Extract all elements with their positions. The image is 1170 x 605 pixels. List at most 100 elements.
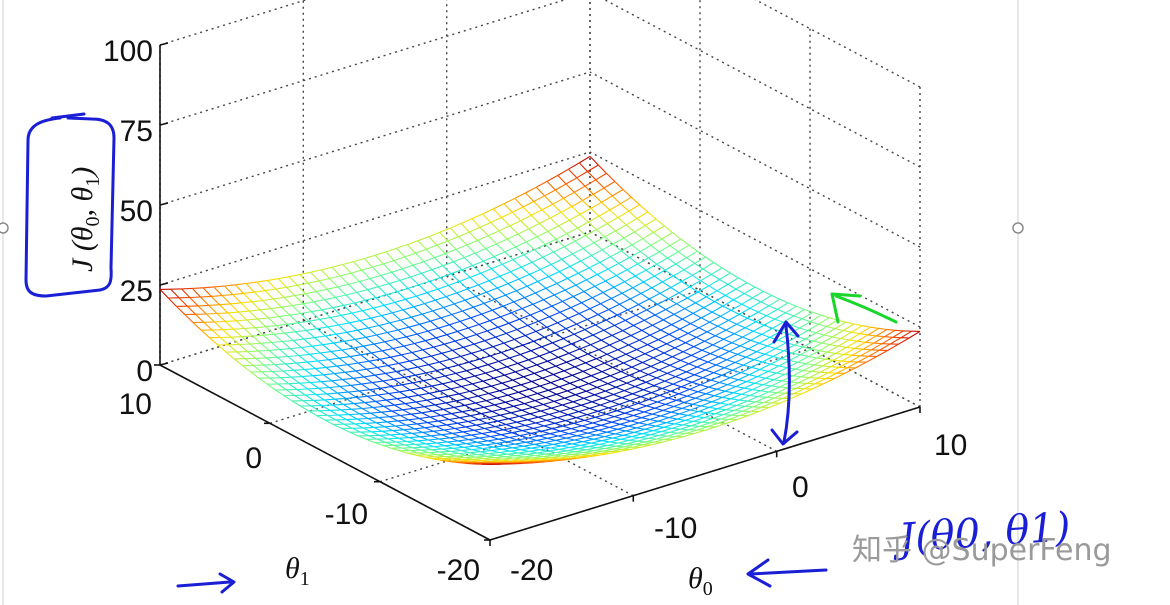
mesh-line bbox=[666, 343, 676, 349]
resize-handle-left[interactable] bbox=[0, 222, 9, 234]
mesh-line bbox=[416, 330, 428, 335]
mesh-line bbox=[639, 334, 651, 341]
mesh-line bbox=[603, 416, 615, 421]
mesh-line bbox=[554, 332, 564, 340]
mesh-line bbox=[386, 332, 396, 340]
mesh-line bbox=[860, 349, 872, 357]
mesh-line bbox=[731, 342, 741, 347]
mesh-line bbox=[697, 285, 710, 293]
mesh-line bbox=[377, 392, 389, 396]
mesh-line bbox=[393, 376, 405, 380]
mesh-line bbox=[750, 339, 760, 344]
mesh-line bbox=[358, 281, 368, 291]
mesh-line bbox=[355, 370, 365, 378]
mesh-line bbox=[628, 210, 638, 219]
mesh-line bbox=[530, 346, 542, 352]
mesh-line bbox=[360, 354, 370, 362]
mesh-line bbox=[256, 279, 268, 283]
mesh-line bbox=[449, 358, 459, 366]
mesh-line bbox=[579, 348, 589, 355]
mesh-line bbox=[444, 253, 454, 263]
mesh-line bbox=[396, 368, 408, 373]
mesh-line bbox=[532, 406, 542, 412]
mesh-line bbox=[711, 273, 720, 280]
mesh-line bbox=[753, 359, 763, 363]
mesh-line bbox=[410, 272, 422, 278]
mesh-line bbox=[507, 394, 517, 400]
mesh-line bbox=[692, 399, 704, 405]
mesh-line bbox=[227, 312, 237, 322]
mesh-line bbox=[654, 309, 667, 316]
mesh-line bbox=[895, 329, 904, 332]
mesh-line bbox=[477, 235, 489, 242]
mesh-line bbox=[361, 383, 371, 391]
mesh-line bbox=[776, 372, 785, 376]
mesh-line bbox=[745, 356, 755, 361]
mesh-line bbox=[592, 292, 604, 299]
mesh-line bbox=[461, 386, 471, 392]
mesh-line bbox=[303, 338, 313, 347]
mesh-line bbox=[689, 286, 699, 293]
mesh-line bbox=[603, 419, 612, 423]
mesh-line bbox=[486, 422, 496, 428]
mesh-line bbox=[258, 349, 270, 352]
mesh-line bbox=[236, 351, 246, 360]
mesh-line bbox=[659, 292, 669, 300]
mesh-line bbox=[543, 299, 553, 307]
mesh-line bbox=[660, 324, 672, 331]
mesh-line bbox=[295, 329, 307, 333]
mesh-line bbox=[721, 267, 731, 274]
mesh-line bbox=[494, 404, 504, 410]
mesh-line bbox=[584, 179, 597, 187]
gridline bbox=[269, 289, 701, 424]
mesh-line bbox=[445, 400, 457, 404]
mesh-line bbox=[544, 244, 554, 253]
mesh-line bbox=[324, 299, 334, 309]
mesh-line bbox=[490, 222, 500, 232]
mesh-line bbox=[542, 251, 554, 258]
mesh-line bbox=[554, 420, 566, 424]
mesh-line bbox=[475, 402, 485, 408]
mesh-line bbox=[382, 378, 394, 382]
mesh-line bbox=[465, 337, 475, 345]
mesh-line bbox=[576, 177, 586, 187]
mesh-line bbox=[643, 281, 653, 289]
mesh-line bbox=[536, 364, 546, 371]
mesh-line bbox=[758, 336, 771, 344]
mesh-line bbox=[453, 406, 463, 413]
mesh-line bbox=[578, 411, 588, 416]
mesh-line bbox=[353, 302, 363, 312]
mesh-line bbox=[482, 208, 494, 215]
mesh-line bbox=[348, 280, 360, 285]
mesh-line bbox=[277, 383, 287, 391]
mesh-line bbox=[615, 386, 625, 392]
watermark: 知乎 @SuperFeng bbox=[852, 533, 1112, 568]
mesh-line bbox=[590, 424, 602, 429]
mesh-line bbox=[613, 390, 625, 396]
mesh-line bbox=[790, 381, 799, 384]
mesh-line bbox=[395, 336, 407, 340]
mesh-line bbox=[370, 411, 382, 414]
mesh-line bbox=[286, 323, 296, 333]
mesh-line bbox=[527, 416, 539, 421]
mesh-line bbox=[687, 410, 699, 416]
mesh-line bbox=[683, 374, 695, 381]
mesh-line bbox=[553, 294, 563, 302]
mesh-line bbox=[511, 432, 521, 437]
mesh-line bbox=[313, 301, 323, 311]
mesh-line bbox=[797, 356, 809, 363]
mesh-line bbox=[372, 266, 382, 276]
mesh-line bbox=[720, 342, 733, 349]
mesh-line bbox=[618, 257, 630, 264]
mesh-line bbox=[486, 397, 498, 402]
resize-handle-right[interactable] bbox=[1012, 222, 1024, 234]
mesh-line bbox=[694, 262, 704, 270]
mesh-line bbox=[862, 342, 875, 350]
mesh-line bbox=[392, 309, 404, 314]
mesh-line bbox=[496, 366, 508, 371]
mesh-line bbox=[347, 364, 357, 372]
mesh-line bbox=[499, 387, 511, 392]
mesh-line bbox=[452, 431, 464, 434]
mesh-line bbox=[371, 352, 381, 360]
mesh-line bbox=[482, 213, 492, 223]
